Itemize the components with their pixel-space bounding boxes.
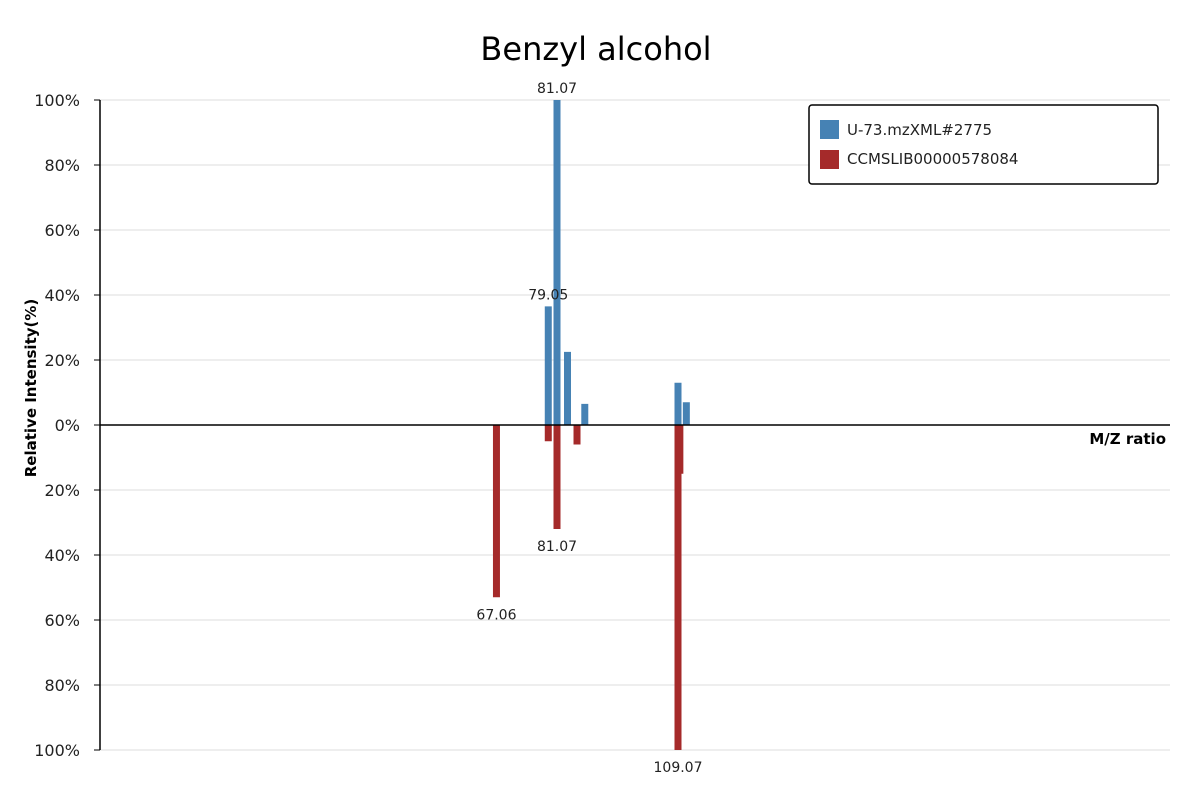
library-peak-bar: [544, 425, 552, 442]
legend: U-73.mzXML#2775 CCMSLIB00000578084: [808, 104, 1159, 185]
query-peak-bar: [581, 403, 589, 425]
peak-bars: [492, 100, 690, 750]
legend-label-query: U-73.mzXML#2775: [847, 121, 992, 139]
legend-label-library: CCMSLIB00000578084: [847, 150, 1018, 168]
chart-title: Benzyl alcohol: [480, 30, 711, 68]
peak-label: 109.07: [654, 760, 703, 776]
peak-label: 81.07: [537, 81, 577, 97]
y-tick-label: 60%: [44, 221, 80, 240]
query-peak-bar: [564, 351, 572, 425]
query-peak-bar: [544, 306, 552, 425]
y-tick-label: 80%: [44, 156, 80, 175]
legend-swatch-query: [820, 120, 839, 139]
y-tick-label: 40%: [44, 546, 80, 565]
library-peak-bar: [492, 425, 500, 598]
y-tick-label: 100%: [34, 741, 80, 760]
y-tick-label: 80%: [44, 676, 80, 695]
peak-label: 67.06: [476, 607, 516, 623]
library-peak-bar: [676, 425, 684, 474]
y-tick-label: 20%: [44, 351, 80, 370]
legend-box: [808, 104, 1159, 185]
x-axis-title: M/Z ratio: [1089, 430, 1166, 448]
y-axis-title: Relative Intensity(%): [22, 299, 40, 478]
library-peak-bar: [674, 425, 682, 750]
peak-label: 79.05: [528, 287, 568, 303]
y-axis-ticks: 100% 80% 60% 40% 20% 0% 20% 40% 60% 80% 100%: [34, 91, 100, 760]
y-tick-label: 60%: [44, 611, 80, 630]
grid-lines: [100, 99, 1170, 751]
query-peak-bar: [682, 402, 690, 425]
y-tick-label: 20%: [44, 481, 80, 500]
query-peak-bar: [674, 382, 682, 425]
y-tick-label: 100%: [34, 91, 80, 110]
library-peak-bar: [553, 425, 561, 529]
legend-swatch-library: [820, 150, 839, 169]
library-peak-bar: [573, 425, 581, 445]
query-peak-bar: [553, 100, 561, 425]
peak-labels: 79.05 81.07 67.06 81.07 109.07: [476, 81, 702, 776]
peak-label: 81.07: [537, 539, 577, 555]
y-tick-label: 40%: [44, 286, 80, 305]
y-tick-label: 0%: [55, 416, 80, 435]
